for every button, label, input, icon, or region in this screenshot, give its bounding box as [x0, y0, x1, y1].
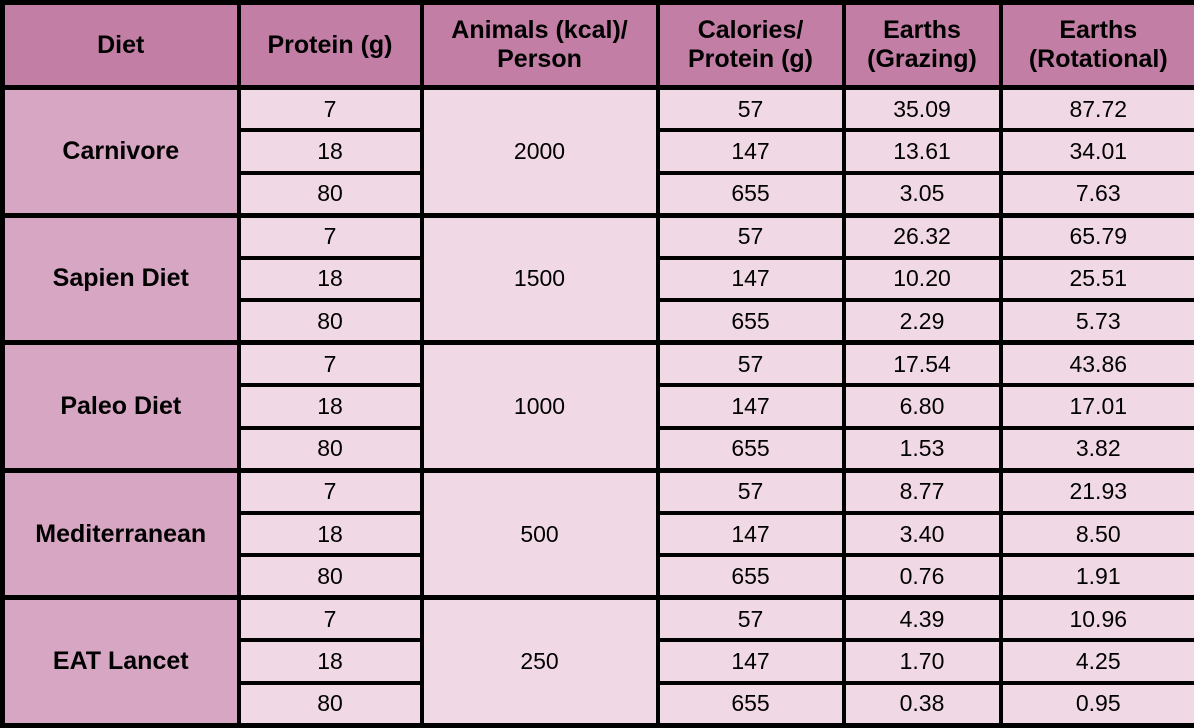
protein-cell: 18 [236, 511, 424, 558]
calories-cell: 57 [655, 595, 846, 643]
protein-cell: 18 [236, 129, 424, 175]
earths-grazing-cell: 3.05 [841, 171, 1003, 218]
earths-rotational-cell: 8.50 [998, 511, 1194, 558]
table-row: 80 655 0.76 1.91 [3, 554, 1194, 600]
earths-grazing-cell: 3.40 [841, 511, 1003, 558]
calories-cell: 655 [655, 171, 846, 218]
earths-rotational-cell: 43.86 [998, 340, 1194, 388]
earths-rotational-cell: 10.96 [998, 595, 1194, 643]
earths-grazing-cell: 10.20 [841, 256, 1003, 303]
calories-cell: 147 [655, 511, 846, 558]
earths-rotational-cell: 34.01 [998, 129, 1194, 175]
table-row: 80 655 3.05 7.63 [3, 171, 1194, 218]
earths-grazing-cell: 35.09 [841, 85, 1003, 133]
earths-grazing-cell: 17.54 [841, 340, 1003, 388]
earths-grazing-cell: 1.53 [841, 426, 1003, 473]
earths-rotational-cell: 1.91 [998, 554, 1194, 600]
col-header-protein: Protein (g) [236, 0, 424, 90]
earths-rotational-cell: 87.72 [998, 85, 1194, 133]
earths-grazing-cell: 13.61 [841, 129, 1003, 175]
table-row: 18 147 6.80 17.01 [3, 384, 1194, 430]
calories-cell: 147 [655, 384, 846, 430]
protein-cell: 18 [236, 639, 424, 685]
protein-cell: 80 [236, 299, 424, 345]
earths-grazing-cell: 8.77 [841, 467, 1003, 515]
earths-rotational-cell: 65.79 [998, 212, 1194, 260]
calories-cell: 655 [655, 554, 846, 600]
earths-grazing-cell: 2.29 [841, 299, 1003, 345]
calories-cell: 655 [655, 426, 846, 473]
protein-cell: 7 [236, 595, 424, 643]
calories-cell: 147 [655, 256, 846, 303]
table-row: 80 655 0.38 0.95 [3, 681, 1194, 728]
earths-rotational-cell: 7.63 [998, 171, 1194, 218]
earths-rotational-cell: 4.25 [998, 639, 1194, 685]
calories-cell: 57 [655, 467, 846, 515]
protein-cell: 7 [236, 85, 424, 133]
table-row: EAT Lancet 7 250 57 4.39 10.96 [0, 595, 1194, 728]
calories-cell: 147 [655, 129, 846, 175]
animals-kcal-cell: 2000 [419, 85, 660, 218]
table-row: 18 147 10.20 25.51 [3, 256, 1194, 303]
col-header-diet: Diet [0, 0, 241, 90]
protein-cell: 80 [236, 426, 424, 473]
earths-grazing-cell: 6.80 [841, 384, 1003, 430]
col-header-animals-kcal: Animals (kcal)/ Person [419, 0, 660, 90]
earths-grazing-cell: 0.76 [841, 554, 1003, 600]
calories-cell: 57 [655, 85, 846, 133]
diet-name-cell: Mediterranean [0, 467, 241, 600]
earths-rotational-cell: 17.01 [998, 384, 1194, 430]
diet-name-cell: Carnivore [0, 85, 241, 218]
calories-cell: 655 [655, 299, 846, 345]
calories-cell: 147 [655, 639, 846, 685]
header-row: Diet Protein (g) Animals (kcal)/ Person … [0, 0, 1194, 90]
table-row: 80 655 1.53 3.82 [3, 426, 1194, 473]
earths-rotational-cell: 5.73 [998, 299, 1194, 345]
calories-cell: 57 [655, 340, 846, 388]
calories-cell: 655 [655, 681, 846, 728]
animals-kcal-cell: 250 [419, 595, 660, 728]
earths-rotational-cell: 0.95 [998, 681, 1194, 728]
earths-grazing-cell: 0.38 [841, 681, 1003, 728]
diet-name-cell: Sapien Diet [0, 212, 241, 345]
table-row: 18 147 1.70 4.25 [3, 639, 1194, 685]
protein-cell: 18 [236, 384, 424, 430]
animals-kcal-cell: 500 [419, 467, 660, 600]
calories-cell: 57 [655, 212, 846, 260]
protein-cell: 80 [236, 681, 424, 728]
protein-cell: 7 [236, 212, 424, 260]
diet-name-cell: EAT Lancet [0, 595, 241, 728]
animals-kcal-cell: 1500 [419, 212, 660, 345]
col-header-earths-rotational: Earths (Rotational) [998, 0, 1194, 90]
protein-cell: 7 [236, 467, 424, 515]
protein-cell: 18 [236, 256, 424, 303]
col-header-earths-grazing: Earths (Grazing) [841, 0, 1003, 90]
animals-kcal-cell: 1000 [419, 340, 660, 473]
earths-grazing-cell: 26.32 [841, 212, 1003, 260]
table-row: 18 147 13.61 34.01 [3, 129, 1194, 175]
table-row: Mediterranean 7 500 57 8.77 21.93 [0, 467, 1194, 600]
protein-cell: 7 [236, 340, 424, 388]
protein-cell: 80 [236, 554, 424, 600]
earths-rotational-cell: 3.82 [998, 426, 1194, 473]
diet-name-cell: Paleo Diet [0, 340, 241, 473]
table-row: Carnivore 7 2000 57 35.09 87.72 [0, 85, 1194, 218]
earths-rotational-cell: 25.51 [998, 256, 1194, 303]
table-row: Sapien Diet 7 1500 57 26.32 65.79 [0, 212, 1194, 345]
earths-grazing-cell: 1.70 [841, 639, 1003, 685]
table-row: 18 147 3.40 8.50 [3, 511, 1194, 558]
earths-rotational-cell: 21.93 [998, 467, 1194, 515]
table-row: Paleo Diet 7 1000 57 17.54 43.86 [0, 340, 1194, 473]
table-row: 80 655 2.29 5.73 [3, 299, 1194, 345]
earths-grazing-cell: 4.39 [841, 595, 1003, 643]
protein-cell: 80 [236, 171, 424, 218]
col-header-calories-protein: Calories/ Protein (g) [655, 0, 846, 90]
